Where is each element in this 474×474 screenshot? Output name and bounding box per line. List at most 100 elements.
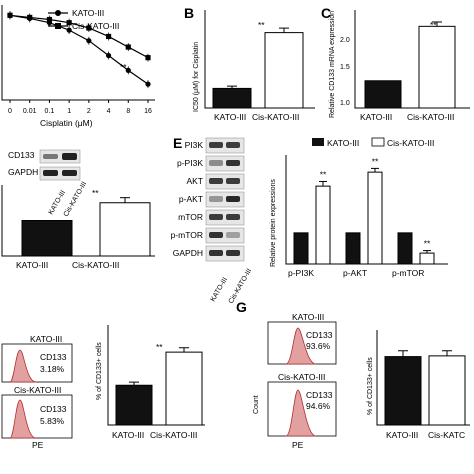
panel-e-blot-label: p-AKT xyxy=(179,194,203,204)
panel-e-group-3: p-mTOR xyxy=(392,268,424,278)
panel-e-blot-band xyxy=(226,250,240,256)
panel-e-blot-strip xyxy=(205,191,245,208)
panel-d-band-gapdh-2 xyxy=(62,170,77,176)
panel-g-gate-value-2: 94.6% xyxy=(306,401,331,411)
panel-a-point xyxy=(145,81,151,87)
panel-e-legend-kato: KATO-III xyxy=(327,138,359,148)
panel-e-significance: ** xyxy=(320,169,327,179)
panel-e-bar xyxy=(367,171,383,265)
panel-a-point xyxy=(105,33,112,40)
panel-e-blot-strip xyxy=(205,137,245,154)
panel-b-ylabel: IC50 (μM) for Cisplatin xyxy=(193,42,200,112)
panel-e-blot-band xyxy=(209,214,223,220)
panel-e-group-2: p-AKT xyxy=(343,268,367,278)
panel-d-band-cd133-2 xyxy=(62,153,77,160)
panel-e-blot-label: GAPDH xyxy=(173,248,203,258)
panel-e-blot: PI3K p-PI3K AKT p-AKT mTOR p-mTOR GAPDH xyxy=(171,137,245,262)
panel-a: 0 0.01 0.1 1 2 4 8 16 ** Cisplatin (μM) KATO-II… xyxy=(1,5,155,128)
panel-f-bar xyxy=(165,351,203,426)
panel-a-point xyxy=(7,12,13,18)
panel-b-bars xyxy=(212,27,304,109)
panel-c-letter: C xyxy=(321,5,331,21)
panel-c: C Relative CD133 mRNA expression 1.0 1.5… xyxy=(321,5,470,122)
panel-a-point xyxy=(125,44,131,50)
panel-a-significance: ** xyxy=(120,62,127,72)
panel-g-flow-title-1: KATO-III xyxy=(292,312,324,322)
panel-a-point xyxy=(86,25,92,31)
panel-a-xtick-label: 4 xyxy=(107,108,111,115)
panel-c-bar xyxy=(418,25,456,109)
panel-e-significance: ** xyxy=(424,239,431,249)
panel-g-flow-title-2: Cis-KATO-III xyxy=(278,372,325,382)
panel-a-xtick-label: 0.01 xyxy=(23,108,37,115)
panel-g-xtick-2: Cis-KATC xyxy=(428,430,465,440)
legend-label-cis: Cis-KATO-III xyxy=(72,21,119,31)
panel-e-axes xyxy=(285,155,448,265)
panel-f-bars xyxy=(115,347,203,426)
panel-e-blot-strip xyxy=(205,209,245,226)
panel-c-ytick-2: 1.5 xyxy=(340,64,350,71)
panel-a-xlabel: Cisplatin (μM) xyxy=(40,118,93,128)
panel-f-bar xyxy=(115,384,153,426)
panel-e-letter: E xyxy=(173,135,182,151)
panel-a-xticks: 0 0.01 0.1 1 2 4 8 16 xyxy=(8,100,152,115)
panel-a-xtick-label: 2 xyxy=(87,108,91,115)
panel-c-xtick-1: KATO-III xyxy=(360,112,392,122)
panel-g-letter: G xyxy=(236,299,247,315)
panel-e-blot-band xyxy=(209,160,223,166)
panel-e-legend-cis: Cis-KATO-III xyxy=(387,138,434,148)
panel-b-significance: ** xyxy=(258,20,265,30)
panel-e-blot-label: p-PI3K xyxy=(177,158,203,168)
panel-a-xtick-label: 16 xyxy=(144,108,152,115)
panel-g-gate-label-2: CD133 xyxy=(306,390,333,400)
panel-f-ylabel: % of CD133+ cells xyxy=(96,342,103,400)
panel-f-flow-title-2: Cis-KATO-III xyxy=(14,385,61,395)
panel-b-bar xyxy=(264,32,304,109)
panel-b: B IC50 (μM) for Cisplatin ** KATO-III Ci… xyxy=(184,5,315,122)
panel-d-blot-label-gapdh: GAPDH xyxy=(8,167,38,177)
panel-b-xtick-1: KATO-III xyxy=(214,112,246,122)
panel-f-gate-value-1: 3.18% xyxy=(40,364,65,374)
panel-e-bar xyxy=(397,232,413,265)
panel-e-blot-band xyxy=(226,214,240,220)
panel-f-xtick-2: Cis-KATO-III xyxy=(150,430,197,440)
panel-e-blot-band xyxy=(209,196,223,202)
panel-d-lane-2: Cis-KATO-III xyxy=(63,181,89,218)
panel-a-point xyxy=(66,20,72,26)
panel-d-bar xyxy=(21,220,73,257)
panel-e-blot-band xyxy=(226,142,240,148)
panel-c-bars xyxy=(364,21,456,109)
panel-c-bar xyxy=(364,80,402,109)
panel-e-blot-label: AKT xyxy=(186,176,203,186)
panel-g-gate-value-1: 93.6% xyxy=(306,341,331,351)
panel-e-bars: ** ** ** xyxy=(293,156,435,265)
panel-a-point xyxy=(105,52,112,59)
panel-e-blot-band xyxy=(209,142,223,148)
panel-d-significance: ** xyxy=(92,188,99,198)
panel-a-point xyxy=(27,14,33,21)
panel-e-blot-strip xyxy=(205,155,245,172)
panel-g-bar xyxy=(384,356,422,426)
panel-e-blot-label: p-mTOR xyxy=(171,230,203,240)
panel-a-series-line xyxy=(9,14,149,59)
panel-f-gate-label-1: CD133 xyxy=(40,352,67,362)
panel-e-blot-band xyxy=(209,178,223,184)
panel-b-bar xyxy=(212,87,252,109)
panel-a-point xyxy=(125,67,131,73)
panel-a-point xyxy=(86,38,92,44)
panel-f-xlabel: PE xyxy=(32,440,44,450)
panel-f: KATO-III CD133 3.18% Cis-KATO-III CD133 … xyxy=(1,325,205,450)
panel-e-blot-band xyxy=(226,160,240,166)
panel-g: G Count KATO-III CD133 93.6% Cis-KATO-II… xyxy=(236,299,470,450)
panel-g-gate-label-1: CD133 xyxy=(306,330,333,340)
panel-f-significance: ** xyxy=(156,342,163,352)
panel-f-gate-value-2: 5.83% xyxy=(40,416,65,426)
panel-d-xtick-1: KATO-III xyxy=(16,260,48,270)
panel-e-blot-band xyxy=(226,232,240,238)
panel-f-xtick-1: KATO-III xyxy=(112,430,144,440)
panel-d-bar xyxy=(99,202,151,257)
panel-d-blot-label-cd133: CD133 xyxy=(8,150,35,160)
panel-b-letter: B xyxy=(184,5,194,21)
panel-f-gate-label-2: CD133 xyxy=(40,404,67,414)
